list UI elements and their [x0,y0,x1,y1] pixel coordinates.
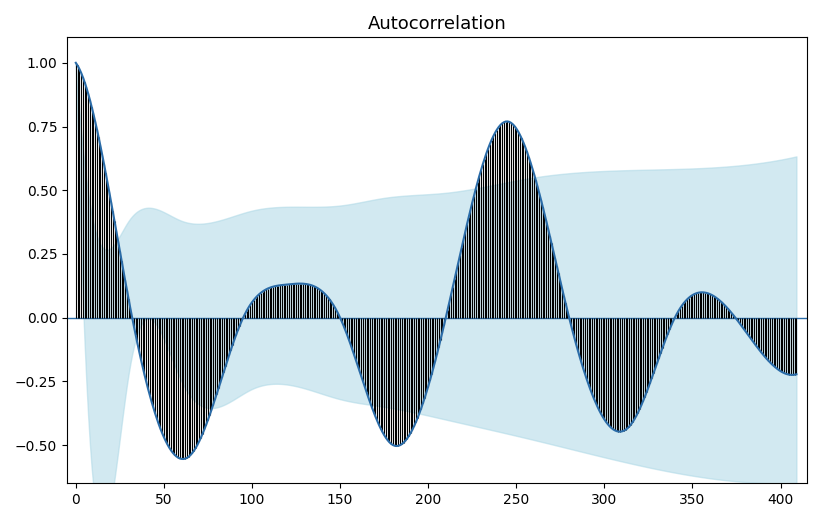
Title: Autocorrelation: Autocorrelation [367,15,506,33]
